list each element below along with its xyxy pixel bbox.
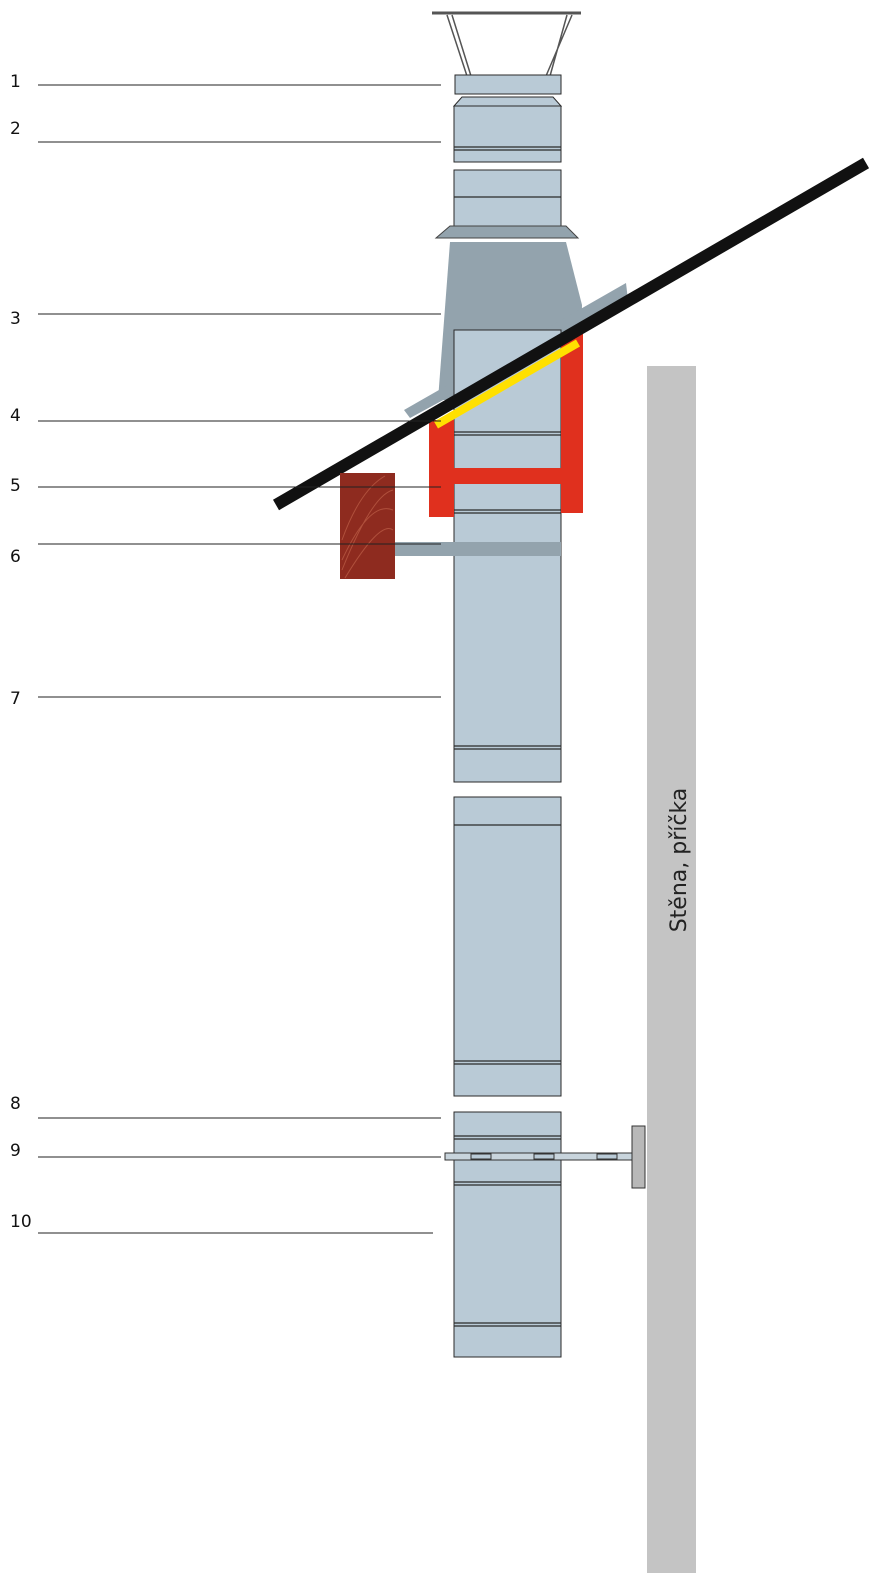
wall-label: Stěna, příčka <box>667 788 692 933</box>
fire-insulation <box>429 330 583 517</box>
rain-collar <box>434 225 580 239</box>
label: 3 <box>10 309 21 329</box>
wood-grain <box>341 475 394 579</box>
cap-legs <box>446 14 573 77</box>
pipe-segment <box>453 105 562 163</box>
pipe-segment <box>453 796 562 1097</box>
pipe-segment <box>453 1111 562 1358</box>
shape <box>596 1153 618 1160</box>
label: 5 <box>10 476 21 496</box>
label: 1 <box>10 72 21 92</box>
seal <box>433 339 581 429</box>
label: 8 <box>10 1094 21 1114</box>
bracket-plate <box>631 1125 646 1189</box>
cap-collar <box>454 74 562 95</box>
label: 10 <box>10 1212 32 1232</box>
label: 6 <box>10 547 21 567</box>
shape <box>470 1153 492 1160</box>
rafter <box>340 473 395 579</box>
pipe-top <box>452 96 563 107</box>
roof <box>272 157 869 511</box>
pipe-segment <box>453 169 562 227</box>
labels: 1 2 3 4 5 6 7 8 9 10 <box>10 72 441 1234</box>
wall <box>647 366 696 1573</box>
label: 4 <box>10 406 21 426</box>
shape <box>533 1153 555 1160</box>
label: 9 <box>10 1141 21 1161</box>
beam <box>395 542 561 556</box>
label: 7 <box>10 689 21 709</box>
label: 2 <box>10 119 21 139</box>
